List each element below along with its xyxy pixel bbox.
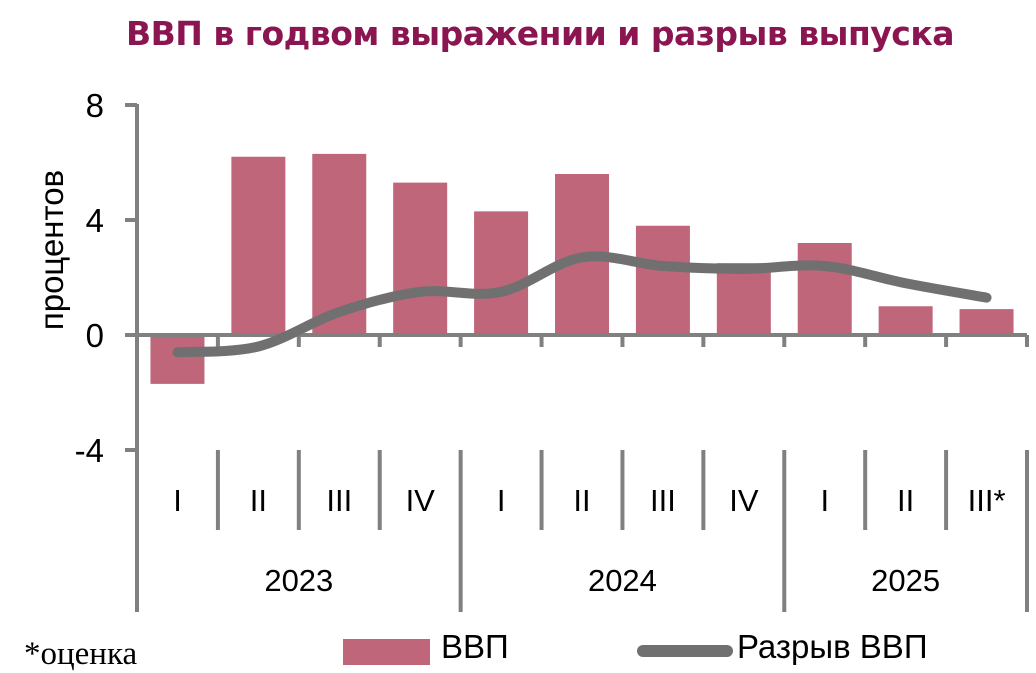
quarter-label: IV xyxy=(405,483,435,518)
bar-gdp xyxy=(231,156,286,335)
quarter-label: IV xyxy=(729,483,759,518)
y-tick-8: 8 xyxy=(85,87,104,124)
output-gap-line xyxy=(172,251,992,358)
year-label: 2025 xyxy=(871,563,941,598)
bar-gdp xyxy=(150,335,205,384)
quarter-label: II xyxy=(249,483,268,518)
legend-bar-swatch-icon xyxy=(343,639,430,665)
year-label: 2023 xyxy=(264,563,334,598)
bar-gdp xyxy=(878,306,933,335)
quarter-label: I xyxy=(820,483,830,518)
legend-line-swatch-icon xyxy=(637,645,733,657)
bar-gdp xyxy=(635,225,690,335)
legend-bar-label: ВВП xyxy=(441,628,509,665)
quarter-label: III xyxy=(326,483,353,518)
bar-gdp xyxy=(474,211,529,335)
chart-title: ВВП в годвом выражении и разрыв выпуска xyxy=(125,14,955,53)
legend-line-label: Разрыв ВВП xyxy=(737,628,928,665)
quarter-label: I xyxy=(173,483,182,518)
quarter-label: I xyxy=(496,483,506,518)
quarter-label: II xyxy=(897,483,915,518)
bar-gdp xyxy=(797,243,852,335)
y-tick-4: 4 xyxy=(85,202,104,239)
y-tick-minus4: -4 xyxy=(74,432,104,469)
bar-gdp xyxy=(959,309,1014,335)
y-tick-0: 0 xyxy=(85,317,104,354)
quarter-label: III* xyxy=(967,483,1006,518)
quarter-label: III xyxy=(650,483,676,518)
bar-gdp xyxy=(393,182,448,335)
quarter-label: II xyxy=(573,483,591,518)
year-label: 2024 xyxy=(587,563,657,598)
footnote-estimate: *оценка xyxy=(24,636,138,672)
bar-gdp xyxy=(716,263,771,335)
